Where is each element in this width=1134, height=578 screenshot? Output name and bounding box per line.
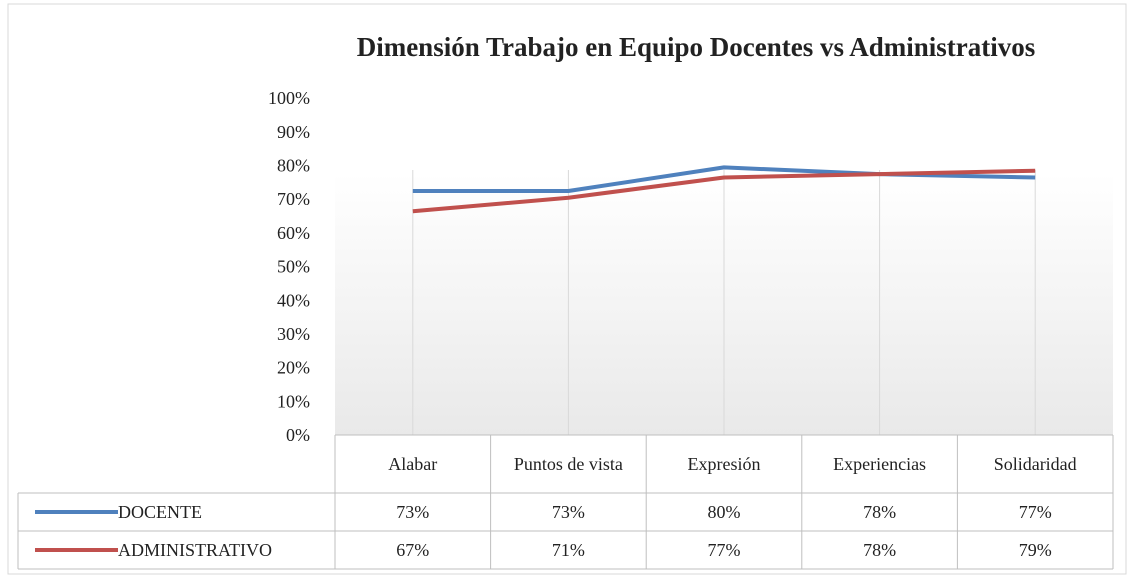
y-tick-label: 90% (277, 122, 310, 142)
data-table-value: 79% (957, 531, 1113, 569)
y-tick-label: 80% (277, 156, 310, 176)
y-tick-label: 70% (277, 189, 310, 209)
x-tick-label: Solidaridad (957, 435, 1113, 493)
data-table-value: 78% (802, 531, 958, 569)
y-tick-label: 50% (277, 257, 310, 277)
data-table-value: 77% (646, 531, 802, 569)
data-table-value: 71% (491, 531, 647, 569)
y-tick-label: 100% (268, 88, 310, 108)
x-tick-label-text: Experiencias (833, 454, 927, 474)
y-tick-label: 0% (286, 425, 310, 445)
y-tick-label: 40% (277, 290, 310, 310)
series-line (412, 165, 1036, 193)
x-tick-label: Alabar (335, 435, 491, 493)
x-tick-label-text: Alabar (388, 454, 438, 474)
y-tick-label: 10% (277, 391, 310, 411)
data-table-value: 73% (491, 493, 647, 531)
data-table-value-text: 80% (707, 502, 741, 522)
x-tick-label: Experiencias (802, 435, 958, 493)
data-table-value-text: 79% (1018, 540, 1052, 560)
data-table-value: 67% (335, 531, 491, 569)
legend-label: DOCENTE (118, 493, 333, 531)
y-tick-label: 30% (277, 324, 310, 344)
chart-border (7, 3, 1127, 575)
data-table-value-text: 73% (396, 502, 430, 522)
x-tick-label-text: Solidaridad (993, 454, 1077, 474)
x-tick-label: Puntos de vista (491, 435, 647, 493)
data-table-value-text: 78% (863, 540, 897, 560)
series-line (412, 168, 1036, 214)
chart-title: Dimensión Trabajo en Equipo Docentes vs … (357, 32, 1036, 62)
data-table-value-text: 67% (396, 540, 430, 560)
legend-label-text: ADMINISTRATIVO (118, 540, 272, 560)
data-table-value-text: 77% (707, 540, 741, 560)
data-table-value-text: 78% (863, 502, 897, 522)
legend-label-text: DOCENTE (118, 502, 202, 522)
data-table-value-text: 71% (551, 540, 585, 560)
data-table-value: 78% (802, 493, 958, 531)
data-table-value: 80% (646, 493, 802, 531)
data-table-value-text: 73% (551, 502, 585, 522)
data-table-value: 73% (335, 493, 491, 531)
x-tick-label-text: Puntos de vista (513, 454, 623, 474)
x-tick-label-text: Expresión (687, 454, 761, 474)
y-tick-label: 20% (277, 358, 310, 378)
data-table-value: 77% (957, 493, 1113, 531)
y-tick-label: 60% (277, 223, 310, 243)
data-table-value-text: 77% (1018, 502, 1052, 522)
x-tick-label: Expresión (646, 435, 802, 493)
legend-label: ADMINISTRATIVO (118, 531, 333, 569)
